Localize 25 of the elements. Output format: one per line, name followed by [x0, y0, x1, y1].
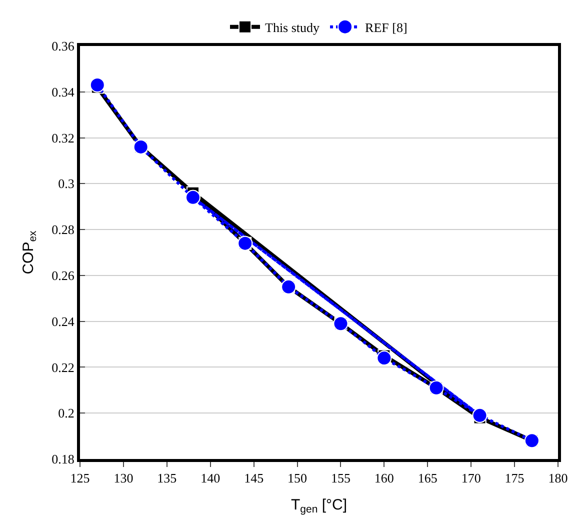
y-tick-label: 0.32 — [52, 130, 74, 146]
x-tick-label: 175 — [504, 470, 524, 486]
x-tick-label: 165 — [418, 470, 438, 486]
x-tick-label: 160 — [374, 470, 394, 486]
x-tick-label: 130 — [114, 470, 134, 486]
y-tick-label: 0.18 — [52, 452, 74, 467]
y-tick-label: 0.36 — [52, 38, 75, 54]
legend-label: This study — [265, 20, 320, 35]
x-tick-label: 170 — [461, 470, 481, 486]
x-axis-title: T$_{gen}$ [°C] — [290, 496, 348, 516]
y-tick-label: 0.26 — [52, 268, 75, 283]
y-tick-label: 0.3 — [58, 176, 74, 192]
x-tick-label: 155 — [330, 470, 350, 486]
x-tick-label: 180 — [548, 470, 568, 486]
legend-label: REF [8] — [365, 20, 408, 35]
y-tick-label: 0.2 — [58, 406, 74, 421]
x-tick-label: 140 — [200, 470, 220, 486]
x-tick-label: 145 — [244, 470, 264, 486]
y-tick-label: 0.24 — [52, 314, 75, 329]
y-tick-label: 0.22 — [52, 360, 74, 375]
x-tick-label: 135 — [157, 470, 177, 486]
x-tick-label: 150 — [288, 470, 308, 486]
x-tick-label: 125 — [70, 470, 90, 486]
y-tick-label: 0.28 — [52, 222, 74, 238]
y-tick-label: 0.34 — [52, 84, 75, 100]
